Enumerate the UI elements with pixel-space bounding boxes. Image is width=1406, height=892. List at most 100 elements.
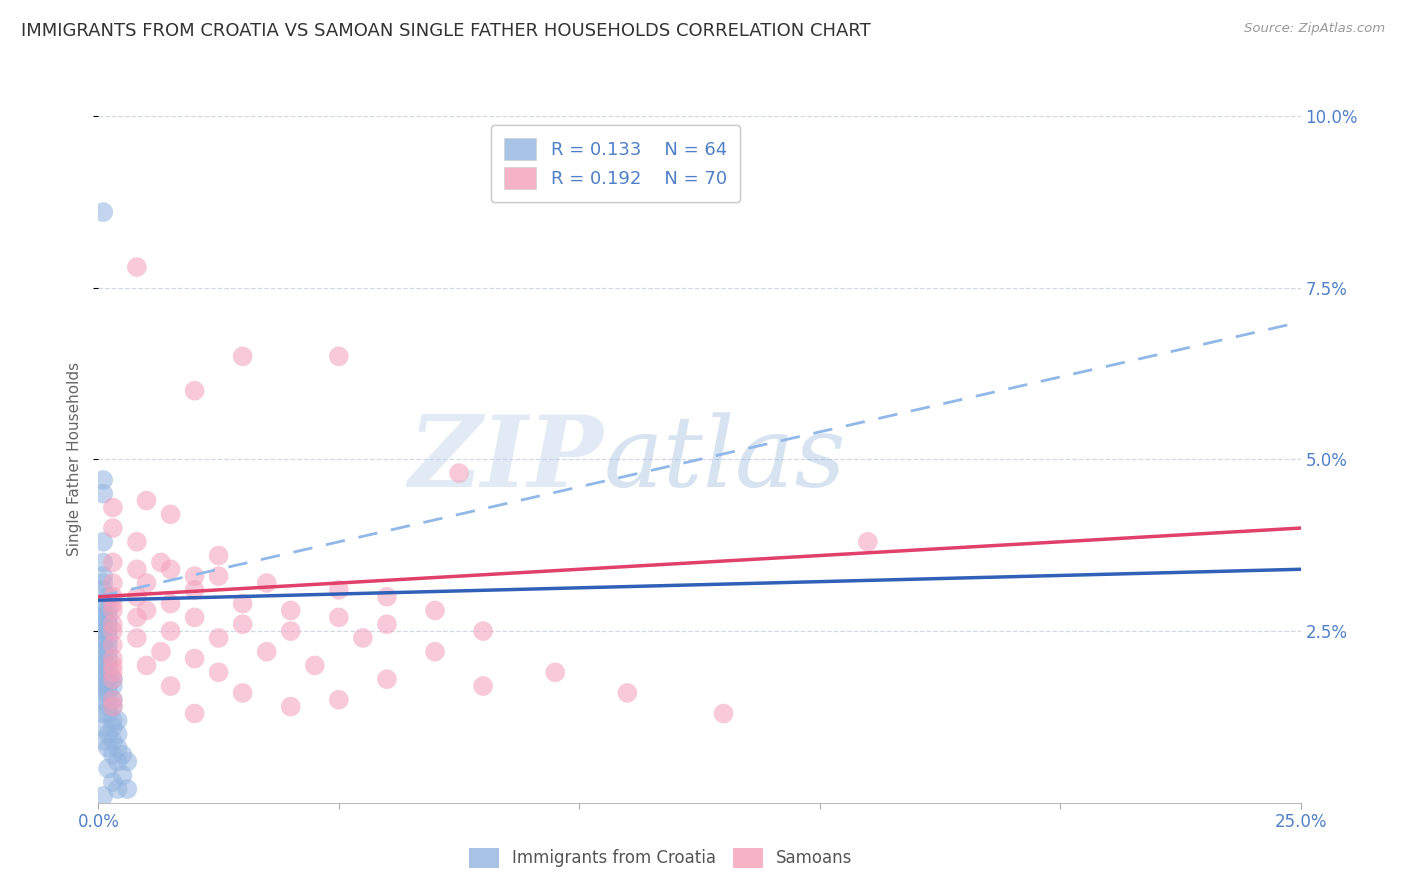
Point bbox=[101, 775, 124, 789]
Point bbox=[125, 631, 148, 645]
Point bbox=[97, 727, 120, 741]
Text: Source: ZipAtlas.com: Source: ZipAtlas.com bbox=[1244, 22, 1385, 36]
Point bbox=[91, 597, 114, 611]
Text: ZIP: ZIP bbox=[408, 411, 603, 508]
Point bbox=[232, 597, 254, 611]
Point bbox=[97, 651, 120, 665]
Point bbox=[304, 658, 326, 673]
Point bbox=[97, 679, 120, 693]
Point bbox=[107, 727, 129, 741]
Point bbox=[135, 576, 157, 591]
Text: atlas: atlas bbox=[603, 412, 846, 507]
Point bbox=[232, 617, 254, 632]
Point bbox=[125, 610, 148, 624]
Point bbox=[256, 645, 278, 659]
Point bbox=[91, 692, 114, 706]
Point bbox=[352, 631, 374, 645]
Point bbox=[135, 493, 157, 508]
Point bbox=[91, 610, 114, 624]
Point bbox=[375, 672, 398, 686]
Point bbox=[97, 658, 120, 673]
Point bbox=[101, 576, 124, 591]
Point bbox=[97, 624, 120, 639]
Point bbox=[91, 534, 114, 549]
Point bbox=[97, 638, 120, 652]
Point bbox=[91, 473, 114, 487]
Point bbox=[423, 603, 446, 617]
Point bbox=[101, 699, 124, 714]
Point bbox=[713, 706, 735, 721]
Point bbox=[101, 720, 124, 734]
Point bbox=[91, 658, 114, 673]
Point bbox=[159, 679, 181, 693]
Point bbox=[159, 508, 181, 522]
Point bbox=[208, 665, 231, 680]
Point bbox=[616, 686, 638, 700]
Point bbox=[91, 603, 114, 617]
Point bbox=[91, 617, 114, 632]
Point bbox=[97, 590, 120, 604]
Point bbox=[101, 665, 124, 680]
Point bbox=[91, 555, 114, 570]
Point bbox=[101, 692, 124, 706]
Point bbox=[328, 582, 350, 597]
Point bbox=[447, 466, 470, 480]
Point bbox=[97, 610, 120, 624]
Point bbox=[472, 624, 495, 639]
Point bbox=[125, 534, 148, 549]
Point bbox=[208, 631, 231, 645]
Point bbox=[117, 755, 139, 769]
Point bbox=[91, 569, 114, 583]
Point bbox=[107, 755, 129, 769]
Point bbox=[107, 740, 129, 755]
Point bbox=[91, 638, 114, 652]
Point bbox=[375, 617, 398, 632]
Point bbox=[101, 590, 124, 604]
Point bbox=[101, 734, 124, 748]
Point bbox=[101, 747, 124, 762]
Point bbox=[101, 672, 124, 686]
Point bbox=[375, 590, 398, 604]
Point bbox=[183, 651, 205, 665]
Point bbox=[97, 761, 120, 775]
Point bbox=[183, 384, 205, 398]
Point bbox=[101, 679, 124, 693]
Point bbox=[101, 597, 124, 611]
Point bbox=[280, 699, 302, 714]
Point bbox=[117, 782, 139, 797]
Point bbox=[423, 645, 446, 659]
Point bbox=[97, 645, 120, 659]
Point bbox=[91, 679, 114, 693]
Point bbox=[101, 658, 124, 673]
Point bbox=[91, 645, 114, 659]
Point bbox=[97, 665, 120, 680]
Point bbox=[856, 534, 879, 549]
Legend: R = 0.133    N = 64, R = 0.192    N = 70: R = 0.133 N = 64, R = 0.192 N = 70 bbox=[491, 125, 740, 202]
Point bbox=[208, 549, 231, 563]
Point bbox=[97, 740, 120, 755]
Point bbox=[135, 603, 157, 617]
Point bbox=[101, 603, 124, 617]
Point bbox=[111, 768, 134, 782]
Point bbox=[97, 631, 120, 645]
Point bbox=[107, 714, 129, 728]
Point bbox=[183, 706, 205, 721]
Point bbox=[544, 665, 567, 680]
Point bbox=[208, 569, 231, 583]
Point bbox=[280, 624, 302, 639]
Point bbox=[256, 576, 278, 591]
Point bbox=[135, 658, 157, 673]
Point bbox=[97, 672, 120, 686]
Point bbox=[91, 576, 114, 591]
Point bbox=[97, 617, 120, 632]
Point bbox=[125, 590, 148, 604]
Point bbox=[91, 205, 114, 219]
Point bbox=[101, 500, 124, 515]
Point bbox=[183, 582, 205, 597]
Point bbox=[91, 720, 114, 734]
Y-axis label: Single Father Households: Single Father Households bbox=[67, 362, 83, 557]
Point bbox=[101, 672, 124, 686]
Point bbox=[149, 555, 172, 570]
Point bbox=[97, 699, 120, 714]
Point bbox=[111, 747, 134, 762]
